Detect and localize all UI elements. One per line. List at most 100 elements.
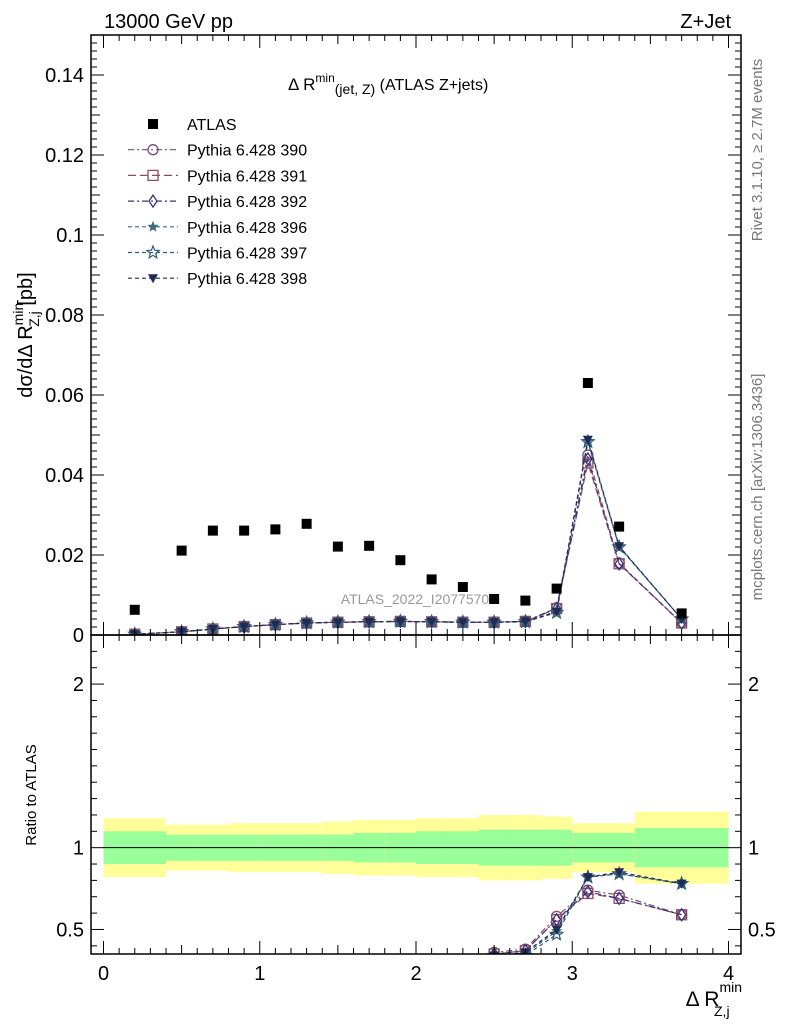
ratio-point-390 — [130, 1001, 140, 1011]
atlas-data-point — [207, 525, 218, 536]
atlas-data-point — [426, 574, 437, 585]
ratio-point-398 — [302, 989, 312, 998]
ratio-line-397 — [526, 873, 682, 954]
upper-series-layer — [127, 433, 690, 635]
ratio-point-392 — [396, 976, 404, 988]
ratio-point-390 — [458, 962, 468, 972]
atlas-data-point — [270, 524, 281, 535]
header-left: 13000 GeV pp — [104, 11, 233, 33]
ratio-point-397 — [394, 975, 406, 987]
lower-y-tick-label: 0.5 — [56, 919, 84, 941]
series-point-398 — [364, 617, 375, 627]
ratio-point-397 — [300, 987, 312, 999]
axis-ticks — [91, 34, 741, 954]
legend-label: Pythia 6.428 390 — [187, 143, 307, 160]
series-point-398 — [489, 618, 500, 628]
upper-y-tick-label: 0.06 — [45, 385, 84, 407]
atlas-data-point — [676, 608, 687, 619]
plot-title: Δ Rmin(jet, Z) (ATLAS Z+jets) — [288, 71, 488, 97]
ratio-point-391 — [395, 977, 405, 987]
upper-y-tick-label: 0 — [73, 625, 84, 647]
ratio-point-396 — [426, 966, 437, 977]
ratio-point-391 — [270, 990, 280, 1000]
ratio-point-397 — [269, 988, 281, 1000]
ratio-line-392 — [492, 891, 682, 954]
ratio-point-390 — [177, 1000, 187, 1010]
atlas-data-point — [176, 545, 187, 556]
series-point-391 — [582, 457, 594, 469]
series-line-398 — [134, 439, 683, 635]
x-tick-label: 4 — [723, 963, 734, 985]
ratio-point-398 — [177, 1001, 187, 1010]
ratio-point-392 — [334, 982, 342, 994]
analysis-watermark: ATLAS_2022_I2077570 — [341, 591, 490, 607]
legend-marker — [148, 119, 158, 129]
series-point-398 — [582, 435, 593, 445]
x-tick-label: 0 — [98, 963, 109, 985]
ratio-line-391 — [492, 892, 682, 954]
x-axis-label: Δ Rmin Z,j — [686, 979, 742, 1019]
series-point-398 — [520, 617, 531, 627]
ratio-point-391 — [130, 1001, 140, 1011]
ratio-point-397 — [207, 995, 219, 1007]
series-point-398 — [426, 617, 437, 627]
ratio-point-392 — [428, 966, 436, 978]
legend-label: Pythia 6.428 397 — [187, 246, 307, 263]
legend-marker — [145, 244, 161, 260]
series-point-398 — [551, 607, 562, 617]
ratio-point-396 — [301, 987, 312, 998]
ratio-point-391 — [177, 1000, 187, 1010]
ratio-point-398 — [427, 968, 437, 977]
ratio-point-391 — [239, 993, 249, 1003]
atlas-data-point — [364, 540, 375, 551]
x-tick-label: 1 — [254, 963, 265, 985]
ratio-point-392 — [240, 992, 248, 1004]
ratio-point-392 — [271, 989, 279, 1001]
ratio-point-397 — [457, 961, 469, 973]
rivet-version-label: Rivet 3.1.10, ≥ 2.7M events — [749, 59, 766, 242]
ratio-point-391 — [364, 982, 374, 992]
ratio-point-390 — [333, 983, 343, 993]
legend-label: Pythia 6.428 391 — [187, 168, 307, 185]
atlas-data-point — [457, 582, 468, 592]
ratio-point-398 — [395, 978, 405, 987]
ratio-point-398 — [333, 984, 343, 993]
atlas-data-point — [582, 378, 593, 388]
series-point-398 — [239, 622, 250, 632]
ratio-point-396 — [176, 999, 187, 1010]
atlas-data-point — [332, 541, 343, 552]
header-right: Z+Jet — [680, 11, 731, 33]
lower-y-tick-label-right: 2 — [748, 674, 759, 696]
legend-label: Pythia 6.428 392 — [187, 194, 307, 211]
ratio-point-398 — [582, 873, 593, 883]
series-point-392 — [614, 556, 624, 571]
ratio-point-396 — [270, 989, 281, 1000]
legend-label: Pythia 6.428 396 — [187, 220, 307, 237]
atlas-data-point — [395, 555, 406, 566]
ratio-point-392 — [178, 999, 186, 1011]
ratio-point-390 — [302, 988, 312, 998]
atlas-data-point — [551, 583, 562, 594]
legend-marker — [147, 144, 159, 156]
atlas-data-point — [614, 521, 625, 532]
ratio-point-392 — [303, 987, 311, 999]
ratio-point-396 — [395, 976, 406, 987]
series-line-392 — [134, 458, 683, 635]
upper-y-tick-label: 0.14 — [45, 65, 84, 87]
lower-y-axis-label: Ratio to ATLAS — [23, 744, 40, 845]
series-point-398 — [457, 618, 468, 628]
lower-y-tick-label-right: 1 — [748, 838, 759, 860]
ratio-point-398 — [270, 991, 280, 1000]
ratio-point-398 — [551, 925, 562, 935]
ratio-line-396 — [513, 873, 682, 954]
ratio-point-397 — [129, 1000, 141, 1012]
ratio-point-392 — [459, 961, 467, 973]
ratio-point-396 — [129, 1000, 141, 1011]
series-point-398 — [332, 618, 343, 628]
ratio-series-layer — [129, 865, 690, 1012]
mcplots-reference-label: mcplots.cern.ch [arXiv:1306.3436] — [749, 374, 766, 601]
series-point-398 — [301, 619, 312, 628]
x-tick-label: 3 — [567, 963, 578, 985]
ratio-point-391 — [333, 983, 343, 993]
